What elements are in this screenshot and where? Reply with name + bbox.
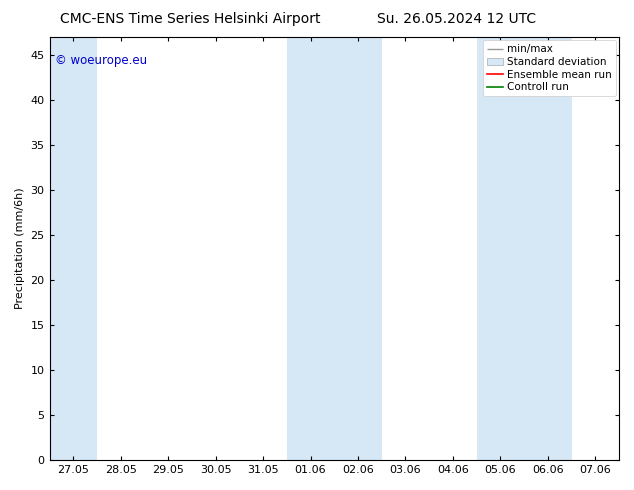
Text: © woeurope.eu: © woeurope.eu	[55, 54, 147, 67]
Text: Su. 26.05.2024 12 UTC: Su. 26.05.2024 12 UTC	[377, 12, 536, 26]
Legend: min/max, Standard deviation, Ensemble mean run, Controll run: min/max, Standard deviation, Ensemble me…	[483, 40, 616, 97]
Y-axis label: Precipitation (mm/6h): Precipitation (mm/6h)	[15, 188, 25, 309]
Bar	[477, 37, 571, 460]
Text: CMC-ENS Time Series Helsinki Airport: CMC-ENS Time Series Helsinki Airport	[60, 12, 320, 26]
Bar	[49, 37, 97, 460]
Bar	[287, 37, 382, 460]
